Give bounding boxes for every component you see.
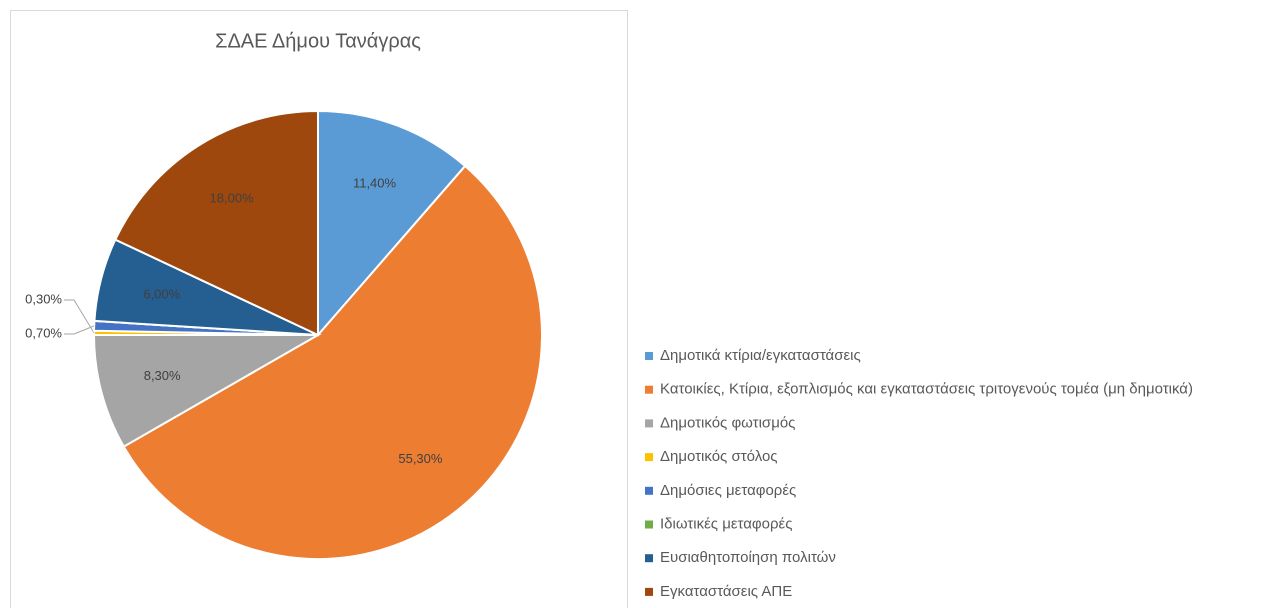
legend-label: Δημοτικός στόλος: [660, 448, 778, 465]
legend-swatch: [645, 385, 653, 394]
legend-swatch: [645, 554, 653, 563]
pie-slice: [317, 109, 467, 338]
legend-swatch: [645, 352, 653, 360]
data-label: 8,30%: [144, 368, 181, 383]
data-label: 0,30%: [25, 291, 62, 306]
legend-label: Ιδιωτικές μεταφορές: [660, 515, 792, 532]
legend-swatch: [645, 587, 653, 596]
data-label: 55,30%: [398, 451, 443, 466]
data-label: 0,70%: [25, 325, 62, 340]
legend-label: Δημοτικός φωτισμός: [660, 414, 795, 431]
legend-label: Ευσιαθητοποίηση πολιτών: [660, 549, 836, 566]
chart-title: ΣΔΑΕ Δήμου Τανάγρας: [215, 30, 421, 52]
legend-swatch: [645, 520, 653, 529]
legend-swatch: [645, 419, 653, 428]
leader-line: [64, 325, 95, 335]
legend-swatch: [645, 486, 653, 495]
pie-slice: [113, 109, 319, 337]
pie-slice: [122, 164, 543, 561]
legend-swatch: [645, 453, 653, 462]
legend-label: Κατοικίες, Κτίρια, εξοπλισμός και εγκατα…: [660, 381, 1193, 398]
legend-label: Δημόσιες μεταφορές: [660, 482, 796, 499]
legend-label: Δημοτικά κτίρια/εγκαταστάσεις: [660, 347, 861, 364]
data-label: 11,40%: [353, 175, 397, 190]
data-label: 6,00%: [143, 286, 180, 301]
data-label: 18,00%: [210, 190, 255, 205]
pie-slice: [92, 334, 322, 448]
legend-label: Εγκαταστάσεις ΑΠΕ: [660, 583, 792, 600]
leader-line: [64, 299, 95, 334]
